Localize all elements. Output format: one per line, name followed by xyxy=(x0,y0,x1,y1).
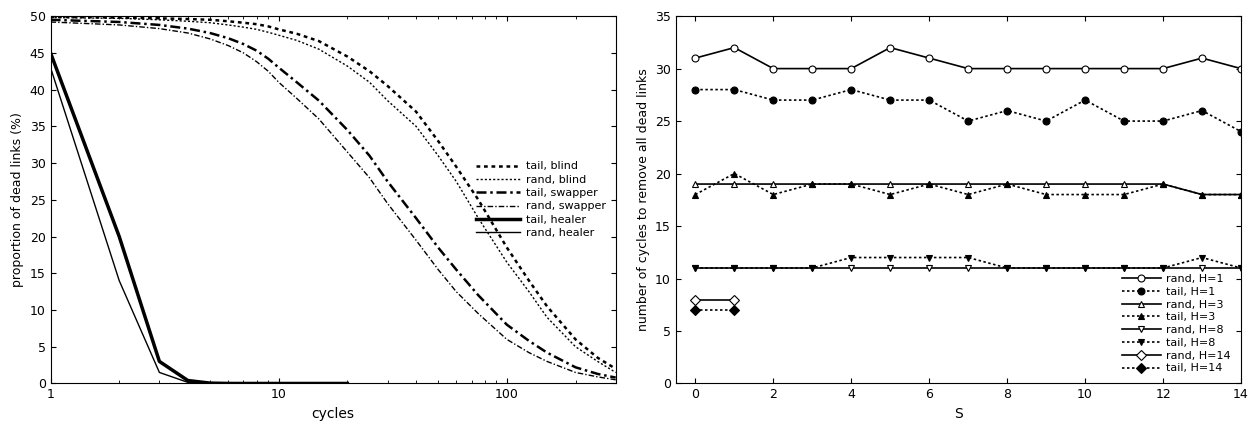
X-axis label: cycles: cycles xyxy=(311,407,354,421)
Legend: rand, H=1, tail, H=1, rand, H=3, tail, H=3, rand, H=8, tail, H=8, rand, H=14, ta: rand, H=1, tail, H=1, rand, H=3, tail, H… xyxy=(1118,270,1236,378)
Y-axis label: number of cycles to remove all dead links: number of cycles to remove all dead link… xyxy=(636,68,650,331)
Legend: tail, blind, rand, blind, tail, swapper, rand, swapper, tail, healer, rand, heal: tail, blind, rand, blind, tail, swapper,… xyxy=(471,157,610,243)
X-axis label: S: S xyxy=(954,407,963,421)
Y-axis label: proportion of dead links (%): proportion of dead links (%) xyxy=(11,112,24,287)
